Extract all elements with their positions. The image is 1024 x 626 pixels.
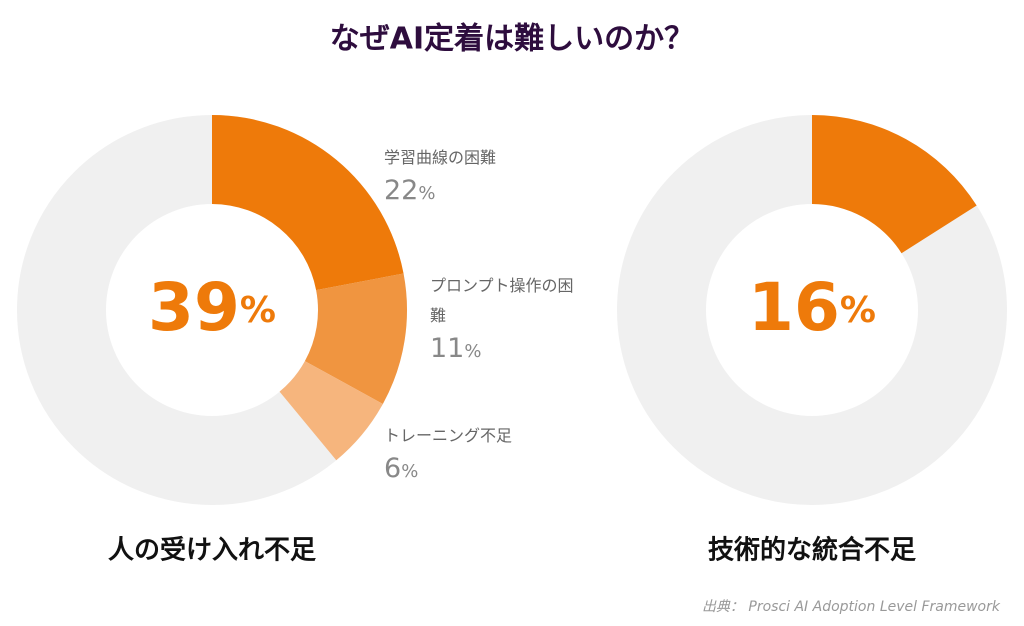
total-number: 16 (748, 269, 840, 346)
value-unit: % (418, 183, 436, 204)
donut-segment (304, 273, 407, 404)
chart-title: 人の受け入れ不足 (108, 535, 316, 566)
total-unit: % (840, 290, 876, 331)
donut-segment (812, 115, 977, 254)
segment-name: トレーニング不足 (384, 426, 513, 445)
value-unit: % (401, 461, 419, 482)
segment-name: 学習曲線の困難 (384, 148, 497, 167)
segment-value: 6% (384, 451, 534, 490)
donut-segment (212, 115, 404, 291)
value-unit: % (464, 341, 482, 362)
total-number: 39 (148, 269, 240, 346)
value-number: 11 (430, 333, 465, 364)
segment-label: プロンプト操作の困難 11% (430, 271, 580, 370)
donut-segment (279, 361, 383, 461)
segment-value: 11% (430, 331, 580, 370)
segment-value: 22% (384, 173, 534, 212)
center-total: 39% (148, 269, 276, 346)
segment-name: プロンプト操作の困難 (430, 276, 574, 325)
chart-title: 技術的な統合不足 (708, 535, 916, 566)
value-number: 22 (384, 175, 419, 206)
page-title: なぜAI定着は難しいのか？ (330, 22, 694, 57)
total-unit: % (240, 290, 276, 331)
source: 出典： Prosci AI Adoption Level Framework (702, 599, 1001, 615)
segment-label: 学習曲線の困難 22% (384, 143, 534, 212)
segment-label: トレーニング不足 6% (384, 421, 534, 490)
value-number: 6 (384, 453, 402, 484)
center-total: 16% (748, 269, 876, 346)
